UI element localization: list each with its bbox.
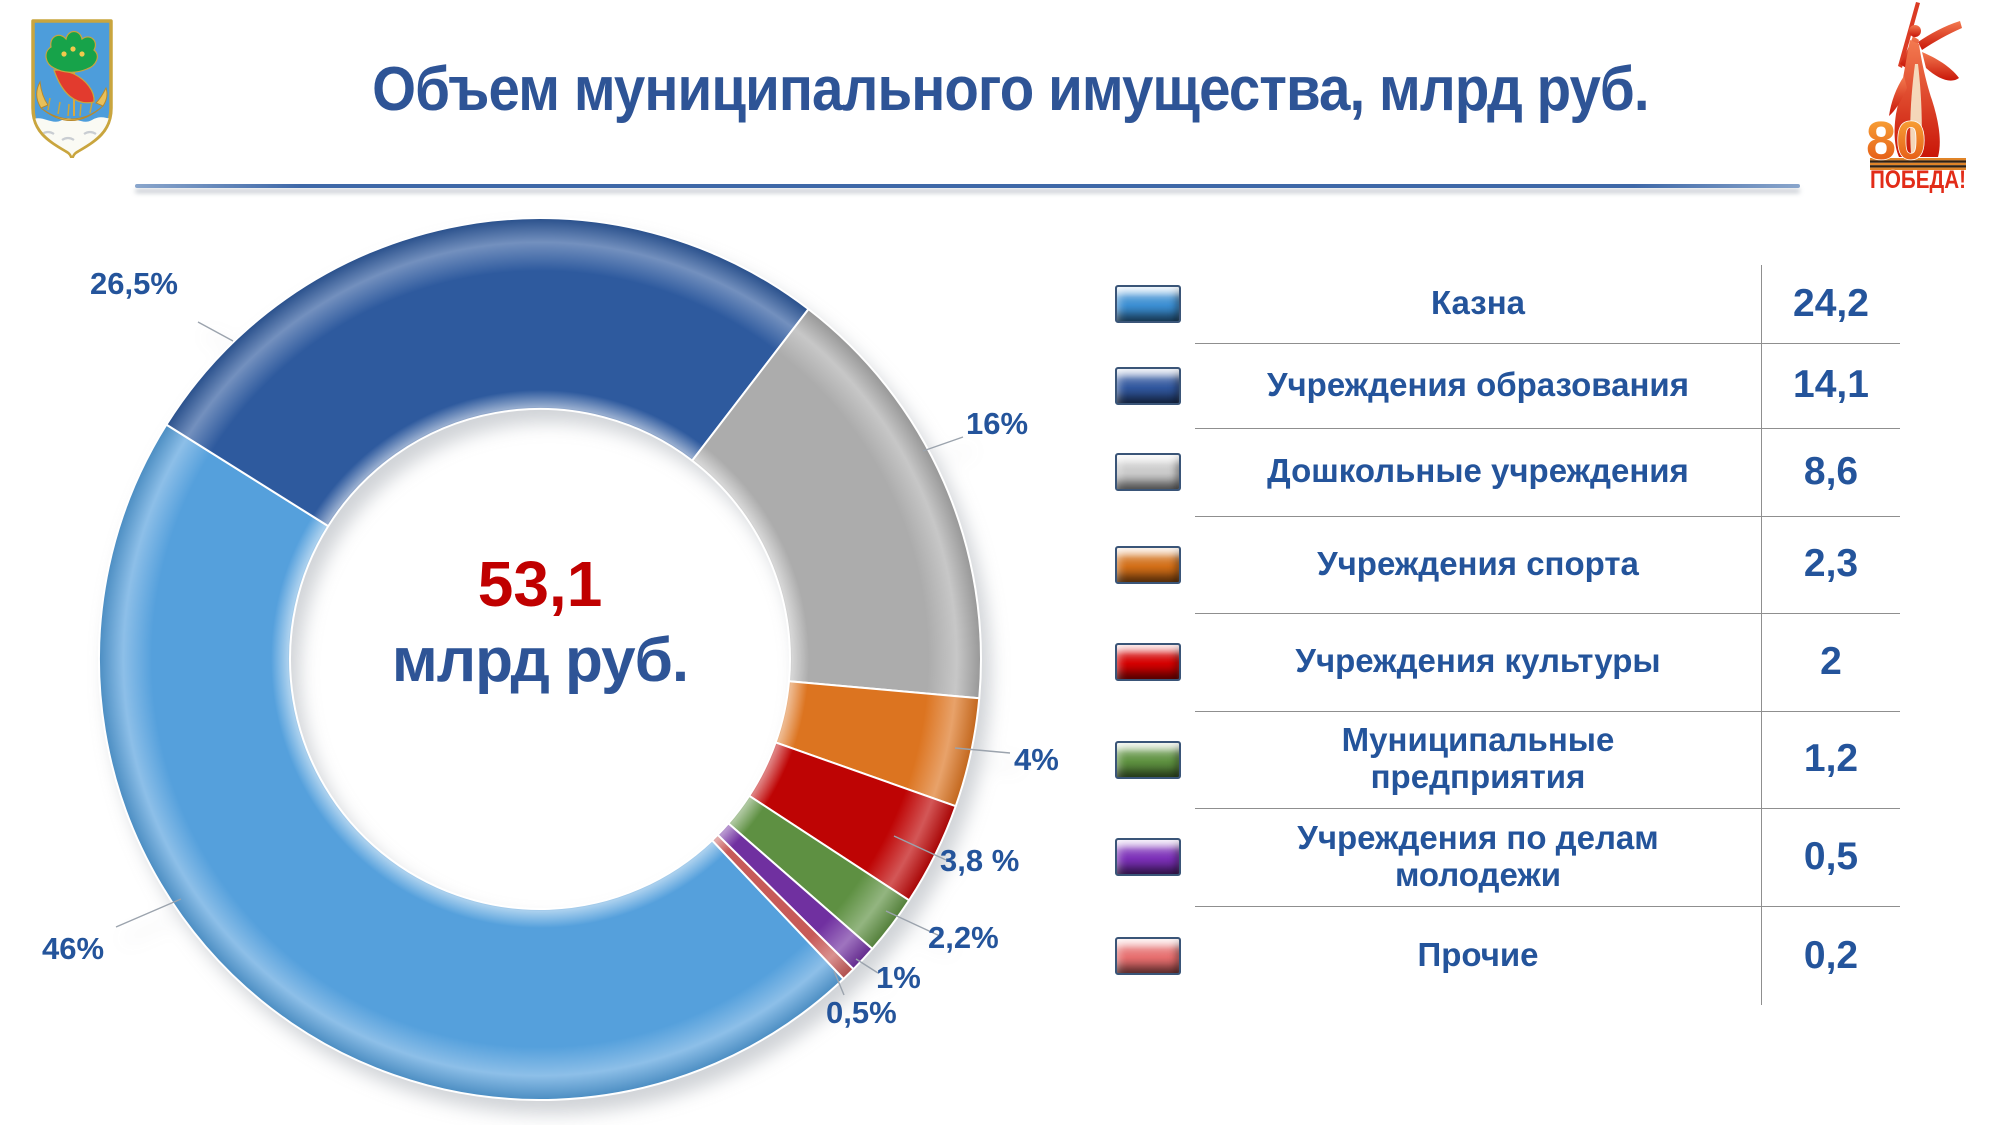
legend-row: Дошкольные учреждения 8,6 — [1115, 427, 1900, 517]
leader-line-obrazovanie — [197, 321, 234, 342]
legend-swatch-obrazovanie — [1115, 366, 1181, 405]
legend-swatch-molodezh — [1115, 838, 1181, 876]
legend-value: 1,2 — [1761, 710, 1900, 808]
slice-percent-label-obrazovanie: 26,5% — [90, 266, 178, 301]
legend-row: Учреждения культуры 2 — [1115, 612, 1900, 712]
victory-label: ПОБЕДА! — [1870, 166, 1966, 194]
slide-title-text: Объем муниципального имущества, млрд руб… — [371, 55, 1649, 124]
legend-swatch-kultura — [1115, 643, 1181, 681]
legend-swatch-kazna — [1115, 285, 1181, 323]
slice-percent-label-kazna: 46% — [42, 931, 105, 966]
legend-row: Муниципальные предприятия 1,2 — [1115, 710, 1900, 809]
legend-value: 0,2 — [1761, 906, 1900, 1005]
donut-center-label: 53,1 млрд руб. — [290, 552, 790, 692]
slice-percent-label-predpriyatiya: 2,2% — [928, 920, 999, 955]
slice-percent-label-molodezh: 1% — [876, 960, 921, 995]
total-value: 53,1 — [477, 548, 603, 620]
title-underline — [135, 184, 1800, 188]
legend-label: Казна — [1431, 284, 1525, 322]
legend-label: Дошкольные учреждения — [1267, 452, 1689, 490]
legend-value: 8,6 — [1761, 427, 1900, 516]
legend-value: 2,3 — [1761, 515, 1900, 613]
legend-swatch-doshkolnye — [1115, 453, 1181, 491]
legend-row: Прочие 0,2 — [1115, 906, 1900, 1005]
city-coat-of-arms-icon — [31, 19, 113, 158]
donut-slice-0 — [98, 423, 845, 1101]
legend-label: Учреждения спорта — [1317, 544, 1639, 582]
legend-swatch-predpriyatiya — [1115, 740, 1181, 779]
leader-line-molodezh — [855, 958, 879, 974]
legend-label: Муниципальные предприятия — [1341, 721, 1615, 795]
slice-percent-label-sport: 4% — [1014, 742, 1059, 777]
slice-percent-label-prochie: 0,5% — [826, 995, 897, 1030]
legend-row: Казна 24,2 — [1115, 264, 1900, 344]
slice-percent-label-doshkolnye: 16% — [966, 406, 1029, 441]
donut-slice-7 — [711, 833, 855, 980]
legend-swatch-prochie — [1115, 936, 1181, 975]
leader-line-sport — [954, 747, 1011, 754]
legend-value: 2 — [1761, 612, 1900, 711]
total-unit: млрд руб. — [391, 626, 689, 695]
legend-swatch-sport — [1115, 545, 1181, 584]
legend-label: Учреждения культуры — [1295, 642, 1661, 680]
legend-table: Казна 24,2 Учреждения образования 14,1 Д… — [1115, 264, 1900, 1005]
legend-value: 0,5 — [1761, 807, 1900, 906]
victory-80-logo: 80 ПОБЕДА! — [1866, 2, 1967, 194]
motherland-calls-statue-icon — [1889, 2, 1962, 157]
leader-lines — [115, 321, 1011, 996]
slice-percent-label-kultura: 3,8 % — [940, 843, 1020, 878]
donut-slice-1 — [165, 217, 810, 528]
legend-label: Учреждения по делам молодежи — [1297, 818, 1659, 893]
legend-row: Учреждения спорта 2,3 — [1115, 515, 1900, 614]
st-george-ribbon-icon — [1870, 158, 1966, 170]
donut-slice-2 — [691, 308, 982, 700]
legend-value: 14,1 — [1761, 342, 1900, 428]
legend-row: Учреждения образования 14,1 — [1115, 342, 1900, 429]
leader-line-kultura — [893, 835, 947, 861]
slide-title: Объем муниципального имущества, млрд руб… — [200, 54, 1820, 125]
leader-line-prochie — [833, 970, 845, 996]
legend-row: Учреждения по делам молодежи 0,5 — [1115, 807, 1900, 907]
leader-line-kazna — [115, 898, 182, 928]
legend-label: Прочие — [1417, 936, 1539, 974]
legend-label: Учреждения образования — [1267, 365, 1689, 403]
leader-line-predpriyatiya — [885, 910, 943, 938]
legend-value: 24,2 — [1761, 264, 1900, 343]
victory-80-number: 80 — [1866, 111, 1926, 171]
leader-line-doshkolnye — [922, 436, 964, 452]
